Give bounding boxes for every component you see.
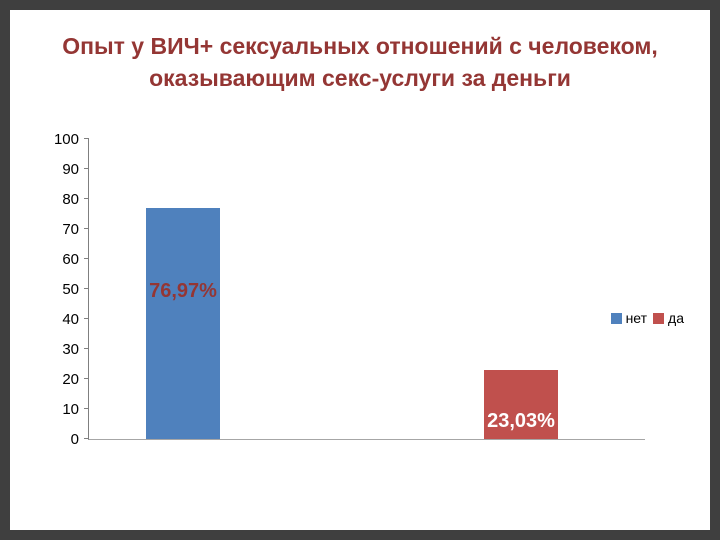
- y-axis-tickmark: [84, 288, 89, 289]
- y-axis-label: 60: [62, 251, 79, 268]
- y-axis-tickmark: [84, 198, 89, 199]
- y-axis-tickmark: [84, 138, 89, 139]
- chart-title-line2: оказывающим секс-услуги за деньги: [149, 65, 571, 92]
- y-axis-label: 50: [62, 281, 79, 298]
- y-axis-label: 20: [62, 371, 79, 388]
- chart-canvas: Опыт у ВИЧ+ сексуальных отношений с чело…: [10, 10, 710, 530]
- y-axis-label: 100: [53, 131, 79, 148]
- y-axis-tickmark: [84, 318, 89, 319]
- y-axis-tickmark: [84, 258, 89, 259]
- y-axis-tickmark: [84, 438, 89, 439]
- y-axis-label: 30: [62, 341, 79, 358]
- legend-item-da: да: [653, 310, 684, 326]
- plot-area: 0 10 20 30 40 50 60 70 80 90 100 76,97% 23,03%: [54, 131, 645, 448]
- legend: нет да: [610, 310, 684, 326]
- legend-swatch-net-icon: [610, 312, 622, 324]
- y-axis-label: 90: [62, 161, 79, 178]
- y-axis-label: 40: [62, 311, 79, 328]
- y-axis-label: 0: [70, 431, 79, 448]
- y-axis-label: 80: [62, 191, 79, 208]
- chart-title: Опыт у ВИЧ+ сексуальных отношений с чело…: [10, 30, 710, 94]
- legend-label-da: да: [668, 310, 684, 326]
- y-axis-tickmark: [84, 408, 89, 409]
- bar-da: [484, 369, 558, 439]
- legend-swatch-da-icon: [653, 312, 665, 324]
- y-axis-tickmark: [84, 228, 89, 229]
- y-axis-label: 70: [62, 221, 79, 238]
- y-axis-tickmark: [84, 348, 89, 349]
- legend-label-net: нет: [625, 310, 648, 326]
- bar-net: [146, 208, 220, 439]
- y-axis-tickmark: [84, 378, 89, 379]
- legend-item-net: нет: [610, 310, 648, 326]
- y-axis-label: 10: [62, 401, 79, 418]
- y-axis-tickmark: [84, 168, 89, 169]
- y-axis: 0 10 20 30 40 50 60 70 80 90 100: [35, 131, 79, 448]
- bar-value-label-da: 23,03%: [487, 410, 555, 432]
- bar-value-label-net: 76,97%: [149, 280, 217, 302]
- chart-title-line1: Опыт у ВИЧ+ сексуальных отношений с чело…: [62, 33, 658, 59]
